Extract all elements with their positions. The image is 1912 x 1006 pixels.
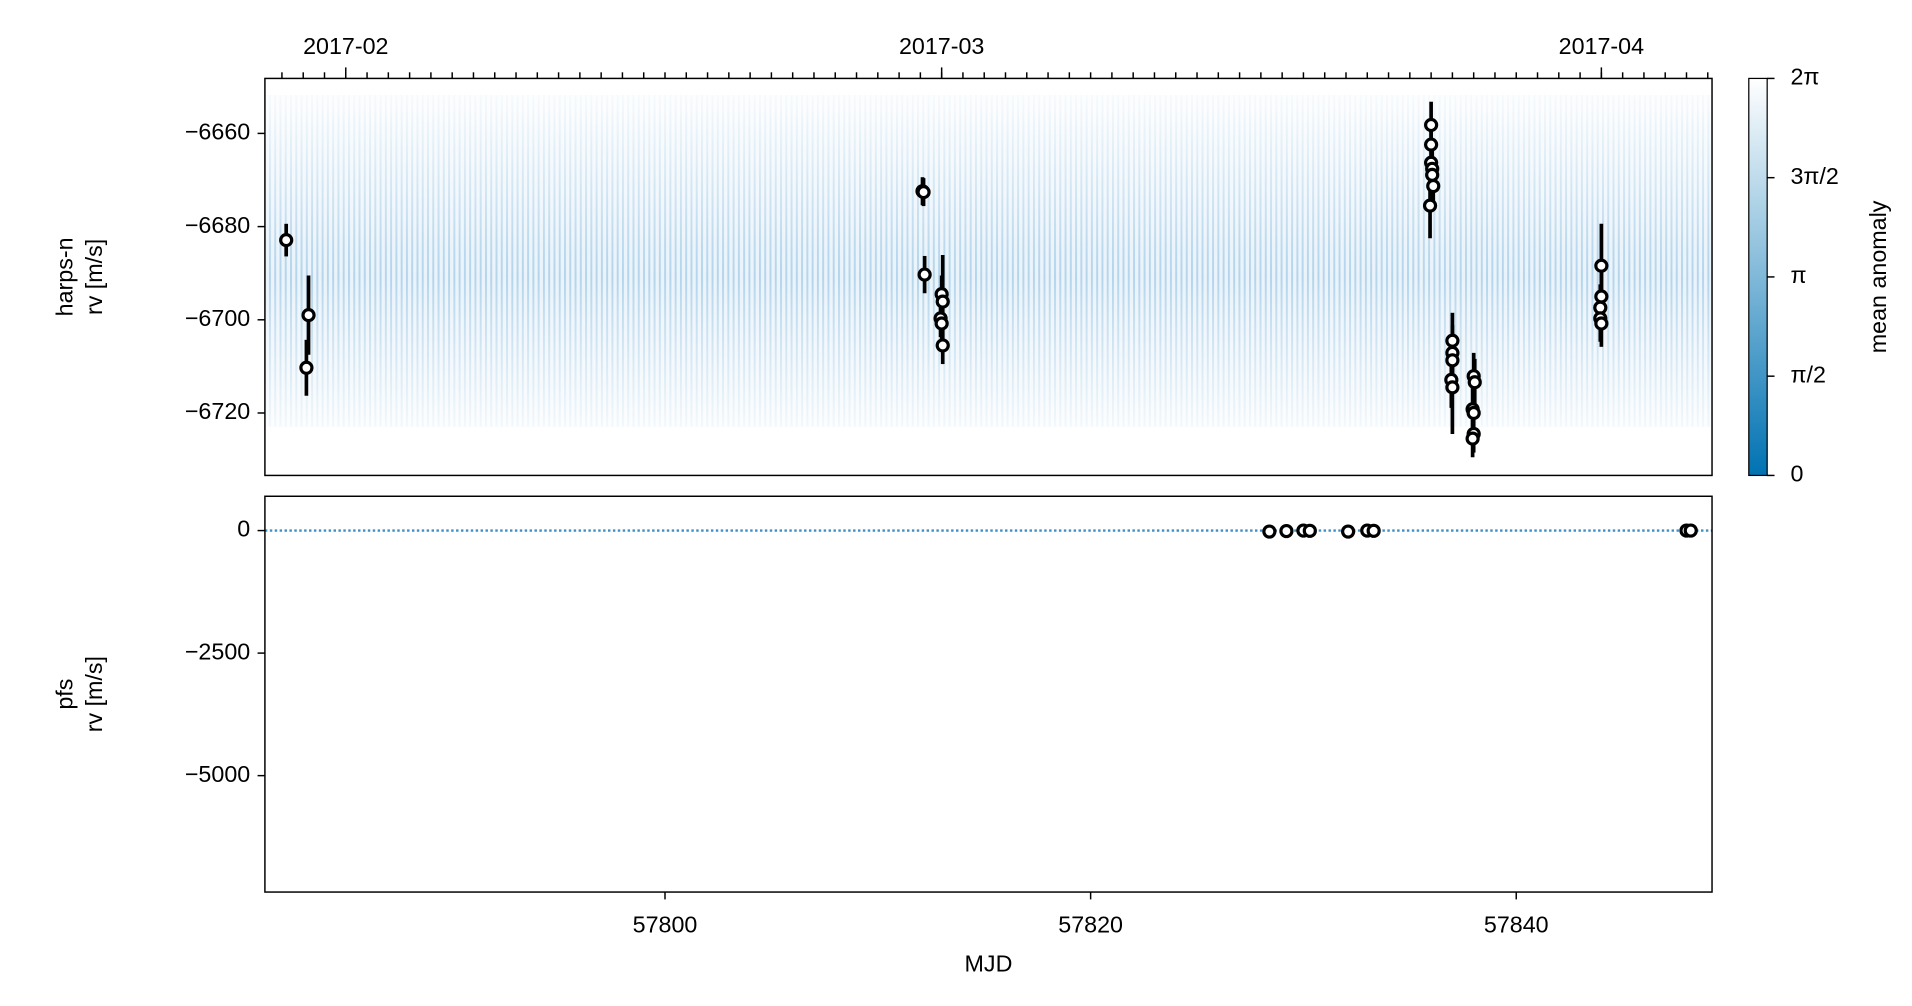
colorbar-tick-label: π/2 bbox=[1790, 361, 1825, 387]
data-point bbox=[1426, 178, 1441, 194]
data-point bbox=[934, 316, 949, 331]
x2-tick-label: 2017-03 bbox=[899, 33, 984, 59]
data-point bbox=[1279, 523, 1294, 539]
colorbar-tick-label: 2π bbox=[1790, 64, 1819, 90]
x2-tick-label: 2017-04 bbox=[1559, 33, 1644, 59]
y-axis-label-line: rv [m/s] bbox=[81, 239, 107, 315]
x-tick-label: 57840 bbox=[1484, 912, 1549, 938]
y-tick-label: −2500 bbox=[185, 638, 250, 664]
data-point bbox=[1683, 523, 1698, 538]
data-point bbox=[1594, 289, 1609, 304]
data-point bbox=[1424, 137, 1439, 152]
data-point bbox=[935, 338, 950, 353]
colorbar-tick-label: 3π/2 bbox=[1790, 163, 1838, 189]
y-tick-label: −6660 bbox=[185, 119, 250, 145]
data-point bbox=[917, 267, 932, 282]
data-point bbox=[1262, 524, 1277, 539]
data-point bbox=[1465, 431, 1480, 446]
data-point bbox=[1445, 333, 1460, 348]
y-axis-label: harps-n rv [m/s] bbox=[52, 237, 107, 316]
model-draws bbox=[264, 95, 1713, 532]
data-point bbox=[1424, 117, 1439, 133]
y-tick-label: −6700 bbox=[185, 305, 250, 331]
data-point bbox=[1466, 405, 1481, 421]
data-point bbox=[1594, 316, 1609, 331]
y-axis-label: pfs rv [m/s] bbox=[52, 656, 107, 732]
data-point bbox=[1594, 258, 1609, 273]
data-point bbox=[1341, 524, 1356, 539]
y-axis-label-line: pfs bbox=[52, 679, 78, 710]
x-tick-label: 57820 bbox=[1058, 912, 1123, 938]
data-point bbox=[279, 233, 294, 248]
data-point bbox=[1366, 523, 1381, 538]
panel-frame bbox=[264, 77, 1713, 477]
y-axis-label-line: harps-n bbox=[52, 237, 78, 316]
data-point bbox=[1445, 353, 1460, 368]
data-point bbox=[301, 308, 316, 323]
y-tick-label: −5000 bbox=[185, 761, 250, 787]
y-tick-label: 0 bbox=[237, 516, 250, 542]
colorbar-tick-label: π bbox=[1790, 262, 1806, 288]
colorbar-label: mean anomaly bbox=[1865, 200, 1891, 353]
data-point bbox=[1425, 167, 1440, 182]
colorbar-tick-label: 0 bbox=[1790, 461, 1803, 487]
data-point bbox=[299, 360, 314, 375]
data-point bbox=[1422, 198, 1438, 213]
data-point bbox=[916, 185, 931, 200]
y-tick-label: −6720 bbox=[185, 398, 250, 424]
data-point bbox=[1302, 523, 1317, 538]
x2-tick-label: 2017-02 bbox=[303, 33, 388, 59]
x-tick-label: 57800 bbox=[633, 912, 698, 938]
y-tick-label: −6680 bbox=[185, 212, 250, 238]
data-point bbox=[1445, 380, 1460, 395]
data-point bbox=[935, 294, 950, 309]
data-point bbox=[1467, 375, 1482, 390]
y-axis-label-line: rv [m/s] bbox=[81, 656, 107, 732]
colorbar bbox=[1748, 77, 1768, 477]
panel-frame bbox=[264, 495, 1713, 893]
x-axis-label: MJD bbox=[965, 951, 1013, 977]
